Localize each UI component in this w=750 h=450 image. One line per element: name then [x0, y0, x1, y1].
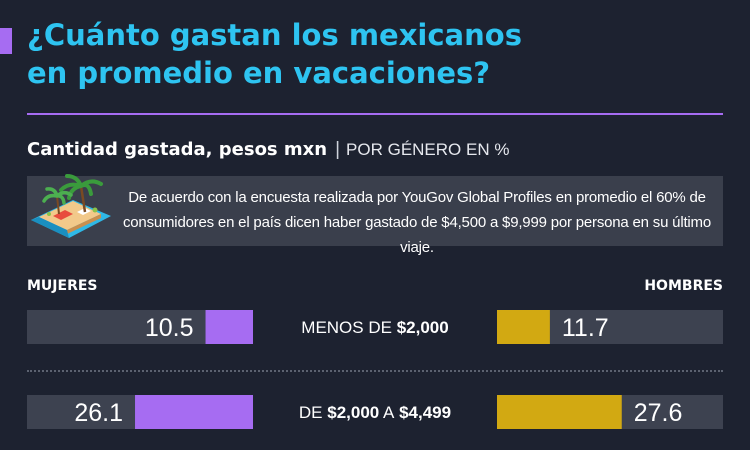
category-amount-1: $2,000 — [323, 403, 380, 422]
category-label-0: MENOS DE $2,000 — [301, 318, 448, 337]
row-divider — [27, 370, 723, 372]
subtitle-secondary: POR GÉNERO EN % — [346, 140, 510, 159]
women-bar-0 — [205, 310, 253, 344]
women-bar-1 — [135, 395, 253, 429]
category-label-1: DE $2,000 A $4,499 — [299, 403, 451, 422]
subtitle-separator: | — [335, 139, 341, 160]
title-line-2: en promedio en vacaciones? — [27, 56, 491, 90]
men-value-0: 11.7 — [562, 314, 609, 342]
women-value-0: 10.5 — [145, 314, 194, 342]
category-pre-0: MENOS DE — [301, 318, 392, 337]
category-amount2-1: $4,499 — [394, 403, 451, 422]
men-value-1: 27.6 — [634, 399, 683, 427]
subtitle-main: Cantidad gastada, pesos mxn — [27, 139, 328, 160]
accent-square-icon — [0, 28, 12, 54]
chart-subtitle: Cantidad gastada, pesos mxn | POR GÉNERO E… — [27, 138, 509, 162]
men-bar-1 — [497, 395, 622, 429]
gender-spending-chart: 10.5 11.7 MENOS DE $2,000 26.1 27.6 DE $2,000… — [27, 310, 723, 429]
page-title: ¿Cuánto gastan los mexicanos en promedio… — [27, 16, 727, 92]
category-amount-0: $2,000 — [392, 318, 449, 337]
beach-island-icon — [31, 174, 111, 238]
info-text: De acuerdo con la encuesta realizada por… — [122, 189, 711, 256]
women-value-1: 26.1 — [74, 399, 123, 427]
info-box: De acuerdo con la encuesta realizada por… — [27, 174, 723, 256]
title-line-1: ¿Cuánto gastan los mexicanos — [27, 18, 522, 52]
label-mujeres: MUJERES — [27, 278, 98, 294]
title-divider — [27, 113, 723, 115]
label-hombres: HOMBRES — [644, 278, 723, 294]
category-mid-1: A — [379, 403, 395, 422]
category-pre-1: DE — [299, 403, 323, 422]
men-bar-0 — [497, 310, 550, 344]
